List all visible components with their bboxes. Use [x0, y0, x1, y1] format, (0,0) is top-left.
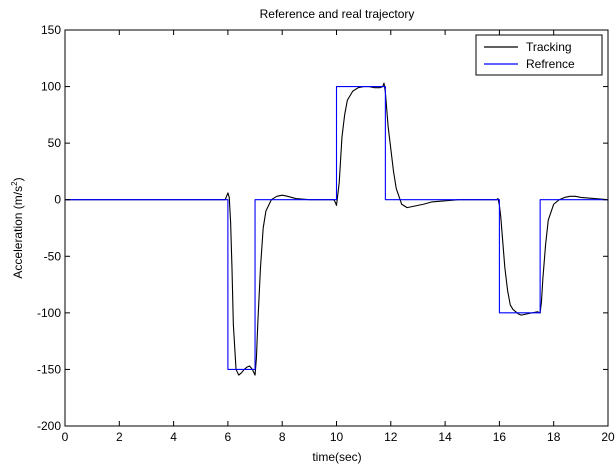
x-tick-label: 6 — [225, 430, 232, 444]
series-line-refrence — [65, 86, 608, 370]
y-tick-label: -200 — [37, 419, 61, 433]
x-tick-label: 20 — [601, 430, 615, 444]
y-axis-title-sup: 2 — [10, 181, 19, 186]
y-axis-title-main: Acceleration (m/s — [11, 186, 25, 279]
x-tick-label: 2 — [116, 430, 123, 444]
y-tick-label: 150 — [41, 23, 61, 37]
y-tick-label: 100 — [41, 80, 61, 94]
chart-title: Reference and real trajectory — [260, 7, 415, 21]
x-axis-title: time(sec) — [312, 450, 361, 464]
x-tick-label: 4 — [170, 430, 177, 444]
x-tick-label: 14 — [438, 430, 452, 444]
series-line-tracking — [65, 82, 609, 376]
y-axis-title-close: ) — [11, 177, 25, 181]
x-tick-label: 0 — [62, 430, 69, 444]
x-tick-label: 10 — [330, 430, 344, 444]
y-tick-label: 0 — [54, 193, 61, 207]
y-tick-label: -100 — [37, 306, 61, 320]
x-tick-label: 16 — [493, 430, 507, 444]
legend-label-tracking: Tracking — [526, 40, 572, 54]
ticks-layer: 0 2 4 6 8 10 12 14 16 18 20 -200 -150 -100 -50 0 50 100 15… — [37, 23, 615, 444]
x-tick-label: 8 — [279, 430, 286, 444]
x-tick-label: 18 — [547, 430, 561, 444]
legend-box — [475, 34, 603, 76]
legend-label-refrence: Refrence — [526, 57, 575, 71]
y-tick-label: -50 — [44, 249, 62, 263]
y-tick-label: 50 — [48, 136, 62, 150]
x-tick-label: 12 — [384, 430, 398, 444]
y-tick-label: -150 — [37, 362, 61, 376]
series-layer — [65, 82, 609, 376]
y-axis-title: Acceleration (m/s2) — [10, 177, 25, 278]
legend: Tracking Refrence — [475, 34, 603, 76]
